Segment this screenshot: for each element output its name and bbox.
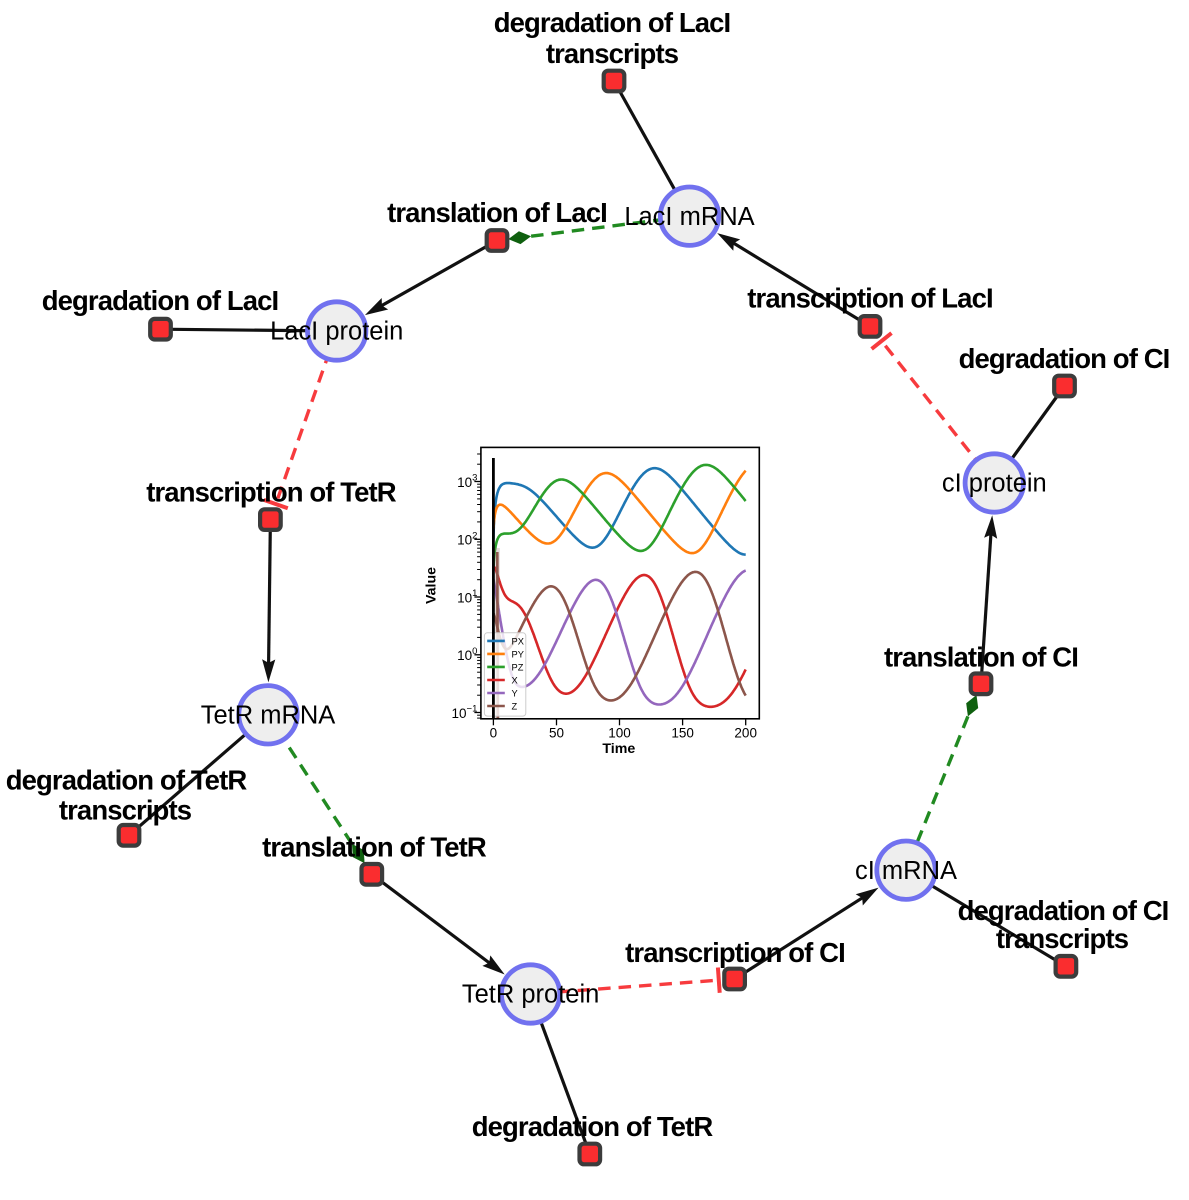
- svg-text:transcription of TetR: transcription of TetR: [146, 477, 397, 508]
- svg-text:LacI mRNA: LacI mRNA: [624, 203, 754, 231]
- svg-text:TetR protein: TetR protein: [462, 981, 600, 1009]
- svg-text:transcripts: transcripts: [996, 923, 1129, 954]
- svg-text:cI mRNA: cI mRNA: [855, 857, 957, 885]
- svg-text:transcription of CI: transcription of CI: [625, 937, 845, 968]
- svg-text:degradation of CI: degradation of CI: [959, 343, 1170, 374]
- svg-text:50: 50: [549, 725, 564, 740]
- svg-text:PY: PY: [512, 649, 524, 659]
- svg-text:translation of TetR: translation of TetR: [262, 832, 487, 863]
- svg-text:Time: Time: [602, 741, 635, 757]
- svg-text:0: 0: [490, 725, 498, 740]
- svg-text:degradation of TetR: degradation of TetR: [6, 764, 248, 795]
- svg-text:PX: PX: [512, 636, 524, 646]
- svg-text:translation of LacI: translation of LacI: [387, 197, 607, 228]
- svg-text:transcripts: transcripts: [59, 795, 192, 826]
- svg-text:Y: Y: [512, 688, 518, 698]
- svg-text:degradation of LacI: degradation of LacI: [42, 285, 279, 316]
- svg-text:TetR mRNA: TetR mRNA: [201, 702, 336, 730]
- svg-text:degradation of CI: degradation of CI: [958, 895, 1169, 926]
- svg-text:transcription of LacI: transcription of LacI: [747, 283, 992, 314]
- svg-text:degradation of LacI: degradation of LacI: [494, 7, 731, 38]
- svg-text:X: X: [512, 675, 518, 685]
- svg-text:transcripts: transcripts: [546, 38, 679, 69]
- svg-text:cI protein: cI protein: [942, 470, 1047, 498]
- svg-text:LacI protein: LacI protein: [270, 318, 403, 346]
- svg-text:PZ: PZ: [512, 662, 524, 672]
- svg-text:Value: Value: [424, 567, 440, 604]
- svg-text:150: 150: [671, 725, 694, 740]
- svg-text:translation of CI: translation of CI: [884, 642, 1078, 673]
- svg-text:degradation of TetR: degradation of TetR: [472, 1111, 714, 1142]
- svg-text:Z: Z: [512, 701, 518, 711]
- svg-text:100: 100: [608, 725, 631, 740]
- svg-text:200: 200: [734, 725, 757, 740]
